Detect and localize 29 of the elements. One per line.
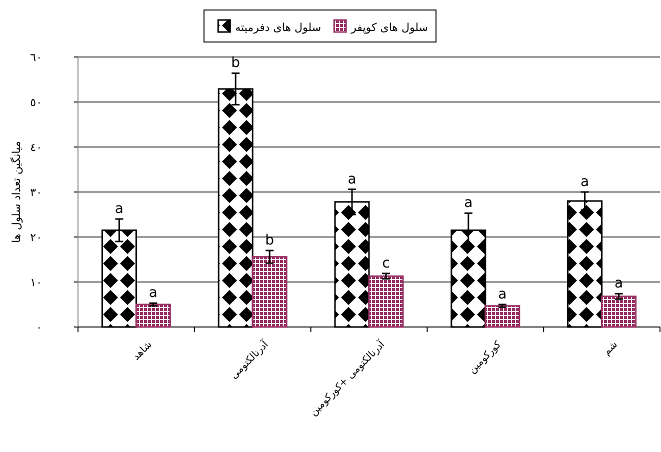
data-label: a [348, 171, 356, 188]
y-tick-label: ٠ [36, 321, 42, 334]
y-tick-label: ٦٠ [30, 51, 42, 64]
y-tick-label: ٢٠ [30, 231, 42, 244]
data-label: a [464, 195, 473, 212]
data-label: b [265, 232, 274, 248]
legend-label: سلول های دفرمیته [235, 21, 322, 34]
data-label: a [148, 285, 158, 302]
data-label: a [114, 201, 124, 217]
x-tick-label: آدرنالکتومی [227, 337, 272, 382]
x-tick-label: آدرنالکتومی +کورکومین [306, 337, 388, 418]
y-tick-label: ٣٠ [30, 186, 42, 199]
bar [135, 304, 171, 328]
y-tick-label: ١٠ [30, 276, 42, 289]
data-label: b [231, 55, 240, 72]
legend-label: سلول های کوپفر [350, 21, 428, 34]
y-axis-title: میانگین تعداد سلول ها [10, 141, 23, 243]
data-label: c [382, 255, 390, 272]
y-tick-label: ٤٠ [30, 141, 42, 154]
x-tick-label: شاهد [131, 339, 154, 363]
data-label: a [580, 174, 590, 190]
bar [252, 256, 288, 328]
bar [484, 305, 520, 328]
bar [368, 275, 404, 328]
data-label: a [498, 286, 507, 302]
y-tick-label: ٥٠ [30, 96, 42, 109]
bar [601, 296, 637, 328]
x-tick-label: شم [602, 339, 620, 358]
x-tick-label: کورکومین [466, 339, 504, 376]
